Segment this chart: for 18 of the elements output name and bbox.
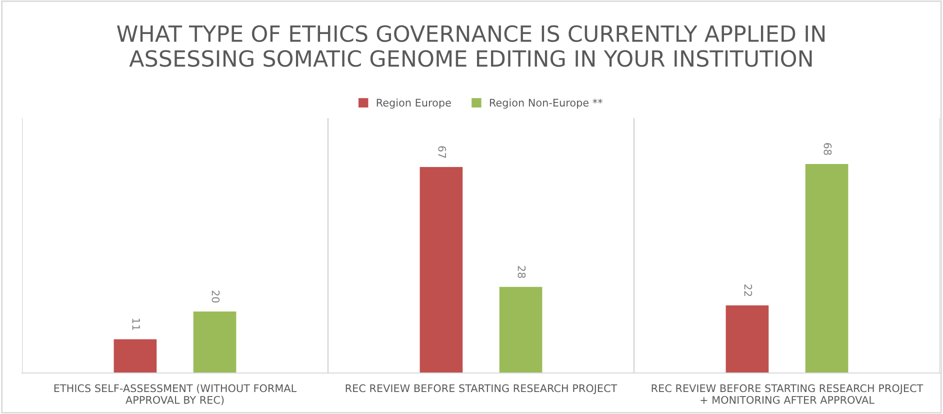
- bar: [193, 312, 236, 373]
- legend-label: Region Europe: [376, 98, 451, 109]
- x-tick-label: ETHICS SELF-ASSESSMENT (WITHOUT FORMAL APPROVAL BY REC): [54, 384, 297, 406]
- data-label: 68: [824, 143, 832, 155]
- data-label: 28: [518, 266, 526, 278]
- bar: [805, 164, 848, 373]
- bar: [726, 305, 769, 373]
- x-tick-label: REC REVIEW BEFORE STARTING RESEARCH PROJECT: [346, 384, 618, 394]
- data-label: 67: [438, 146, 446, 158]
- bar: [499, 286, 542, 373]
- bar: [420, 167, 463, 373]
- data-label: 20: [212, 290, 220, 302]
- bar: [114, 339, 157, 373]
- legend-label: Region Non-Europe **: [490, 98, 602, 109]
- chart-title: WHAT TYPE OF ETHICS GOVERNANCE IS CURRENTLY APPLIED IN ASSESSING SOMATIC GENOME EDITING IN YOUR INSTITUTION: [117, 25, 825, 67]
- x-tick-label: REC REVIEW BEFORE STARTING RESEARCH PROJECT + MONITORING AFTER APPROVAL: [652, 384, 924, 404]
- data-label: 22: [744, 284, 752, 296]
- data-label: 11: [132, 318, 140, 330]
